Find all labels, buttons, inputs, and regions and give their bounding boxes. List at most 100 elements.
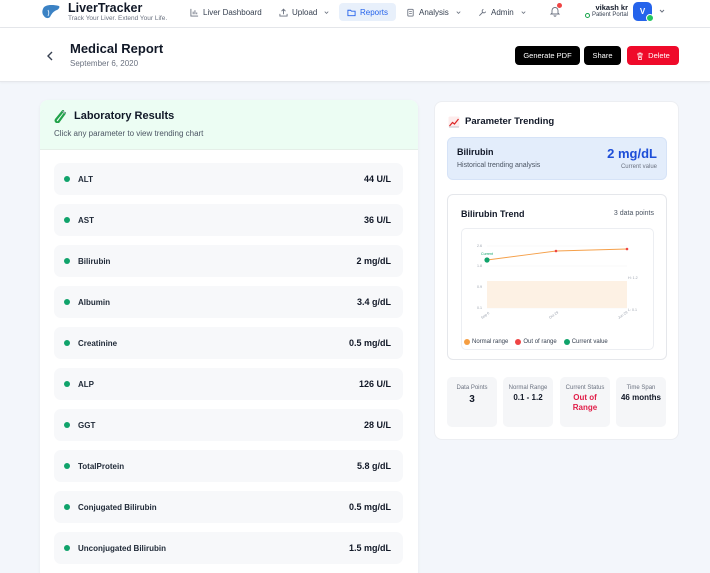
current-value: 2 mg/dL bbox=[607, 146, 657, 161]
param-name: Conjugated Bilirubin bbox=[78, 502, 157, 512]
top-navbar: LiverTracker Track Your Liver. Extend Yo… bbox=[0, 0, 710, 28]
test-tube-icon bbox=[54, 110, 66, 123]
stat-normal-range: Normal Range 0.1 - 1.2 bbox=[503, 377, 553, 427]
nav-label: Liver Dashboard bbox=[203, 7, 262, 17]
laboratory-results-card: Laboratory Results Click any parameter t… bbox=[40, 100, 418, 573]
stat-data-points: Data Points 3 bbox=[447, 377, 497, 427]
nav-upload[interactable]: Upload bbox=[273, 3, 336, 21]
status-dot bbox=[64, 381, 70, 387]
low-limit-label: L: 0.1 bbox=[628, 308, 637, 312]
liver-logo-icon bbox=[42, 5, 60, 19]
status-dot bbox=[64, 504, 70, 510]
clipboard-icon bbox=[407, 8, 414, 17]
chart-legend: Normal range Out of range Current value bbox=[464, 339, 654, 345]
brand[interactable]: LiverTracker Track Your Liver. Extend Yo… bbox=[68, 1, 167, 23]
status-dot bbox=[64, 217, 70, 223]
nav-analysis[interactable]: Analysis bbox=[400, 3, 468, 21]
param-name: TotalProtein bbox=[78, 461, 125, 471]
lab-row-totalprotein[interactable]: TotalProtein 5.8 g/dL bbox=[54, 450, 403, 482]
nav-liver-dashboard[interactable]: Liver Dashboard bbox=[184, 3, 268, 21]
legend-current-value: Current value bbox=[563, 339, 608, 345]
trend-chart[interactable]: 2.6 1.8 0.9 0.1 H: 1.2 L: 0.1 Sep 6 Oct … bbox=[461, 228, 654, 350]
x-tick: Sep 6 bbox=[480, 311, 490, 320]
trending-title: Parameter Trending bbox=[465, 116, 555, 127]
x-tick: Jun 29 bbox=[617, 310, 628, 319]
parameter-trending-card: Parameter Trending Bilirubin Historical … bbox=[434, 101, 679, 440]
param-name: Creatinine bbox=[78, 338, 118, 348]
status-dot bbox=[64, 258, 70, 264]
back-arrow-icon[interactable] bbox=[45, 50, 55, 62]
status-dot bbox=[64, 463, 70, 469]
user-name: vikash kr bbox=[595, 3, 628, 12]
trending-chart-icon bbox=[448, 116, 460, 128]
param-value: 1.5 mg/dL bbox=[348, 543, 391, 553]
online-status-dot bbox=[646, 14, 654, 22]
status-dot bbox=[64, 176, 70, 182]
param-name: ALP bbox=[78, 379, 94, 389]
stat-current-status: Current Status Out of Range bbox=[560, 377, 610, 427]
selected-parameter-box: Bilirubin Historical trending analysis 2… bbox=[447, 137, 667, 180]
current-value-label: Current value bbox=[620, 164, 657, 170]
param-value: 3.4 g/dL bbox=[356, 297, 391, 307]
y-tick: 2.6 bbox=[477, 244, 482, 248]
app-name: LiverTracker bbox=[68, 1, 143, 15]
lab-row-alp[interactable]: ALP 126 U/L bbox=[54, 368, 403, 400]
page-title: Medical Report bbox=[70, 41, 164, 56]
status-dot bbox=[64, 545, 70, 551]
nav-label: Reports bbox=[360, 7, 389, 17]
lab-row-albumin[interactable]: Albumin 3.4 g/dL bbox=[54, 286, 403, 318]
notification-badge bbox=[557, 3, 562, 8]
report-date: September 6, 2020 bbox=[70, 59, 139, 68]
upload-icon bbox=[279, 8, 288, 17]
x-tick: Oct 29 bbox=[548, 310, 559, 319]
param-name: GGT bbox=[78, 420, 96, 430]
chevron-down-icon bbox=[456, 10, 461, 14]
app-tagline: Track Your Liver. Extend Your Life. bbox=[68, 15, 168, 22]
chart-title: Bilirubin Trend bbox=[461, 209, 525, 219]
param-value: 0.5 mg/dL bbox=[348, 502, 391, 512]
line-chart: 2.6 1.8 0.9 0.1 H: 1.2 L: 0.1 Sep 6 Oct … bbox=[477, 244, 638, 320]
y-tick: 0.1 bbox=[477, 306, 482, 310]
param-name: ALT bbox=[78, 174, 93, 184]
status-dot bbox=[64, 299, 70, 305]
current-marker-label: Current bbox=[481, 252, 493, 256]
wrench-icon bbox=[479, 8, 487, 16]
status-dot bbox=[64, 422, 70, 428]
lab-row-ggt[interactable]: GGT 28 U/L bbox=[54, 409, 403, 441]
nav-label: Analysis bbox=[419, 7, 449, 17]
param-name: Albumin bbox=[78, 297, 110, 307]
lab-row-unconjugated-bilirubin[interactable]: Unconjugated Bilirubin 1.5 mg/dL bbox=[54, 532, 403, 564]
trend-chart-card: Bilirubin Trend 3 data points 2.6 1.8 0.… bbox=[447, 194, 667, 360]
nav-label: Admin bbox=[491, 7, 514, 17]
param-name: Bilirubin bbox=[78, 256, 111, 266]
online-ring-icon bbox=[584, 12, 590, 18]
folder-icon bbox=[347, 9, 356, 16]
lab-row-bilirubin[interactable]: Bilirubin 2 mg/dL bbox=[54, 245, 403, 277]
lab-row-conjugated-bilirubin[interactable]: Conjugated Bilirubin 0.5 mg/dL bbox=[54, 491, 403, 523]
legend-normal-range: Normal range bbox=[464, 339, 508, 345]
lab-row-alt[interactable]: ALT 44 U/L bbox=[54, 163, 403, 195]
param-value: 36 U/L bbox=[363, 215, 391, 225]
nav-label: Upload bbox=[292, 7, 318, 17]
legend-out-of-range: Out of range bbox=[515, 339, 557, 345]
lab-subtitle: Click any parameter to view trending cha… bbox=[54, 129, 204, 138]
param-name: AST bbox=[78, 215, 94, 225]
chevron-down-icon[interactable] bbox=[658, 7, 666, 15]
user-role: Patient Portal bbox=[576, 12, 628, 18]
y-tick: 0.9 bbox=[477, 285, 482, 289]
delete-button[interactable]: Delete bbox=[627, 46, 679, 65]
lab-row-creatinine[interactable]: Creatinine 0.5 mg/dL bbox=[54, 327, 403, 359]
y-tick: 1.8 bbox=[477, 264, 482, 268]
chevron-down-icon bbox=[324, 10, 329, 14]
generate-pdf-button[interactable]: Generate PDF bbox=[515, 46, 580, 65]
nav-admin[interactable]: Admin bbox=[472, 3, 533, 21]
param-value: 126 U/L bbox=[358, 379, 391, 389]
param-value: 0.5 mg/dL bbox=[348, 338, 391, 348]
high-limit-label: H: 1.2 bbox=[628, 276, 638, 280]
nav-reports[interactable]: Reports bbox=[339, 3, 397, 21]
param-value: 28 U/L bbox=[363, 420, 391, 430]
lab-row-ast[interactable]: AST 36 U/L bbox=[54, 204, 403, 236]
notification-bell-icon[interactable] bbox=[549, 5, 561, 17]
share-button[interactable]: Share bbox=[584, 46, 621, 65]
lab-title: Laboratory Results bbox=[74, 110, 175, 122]
